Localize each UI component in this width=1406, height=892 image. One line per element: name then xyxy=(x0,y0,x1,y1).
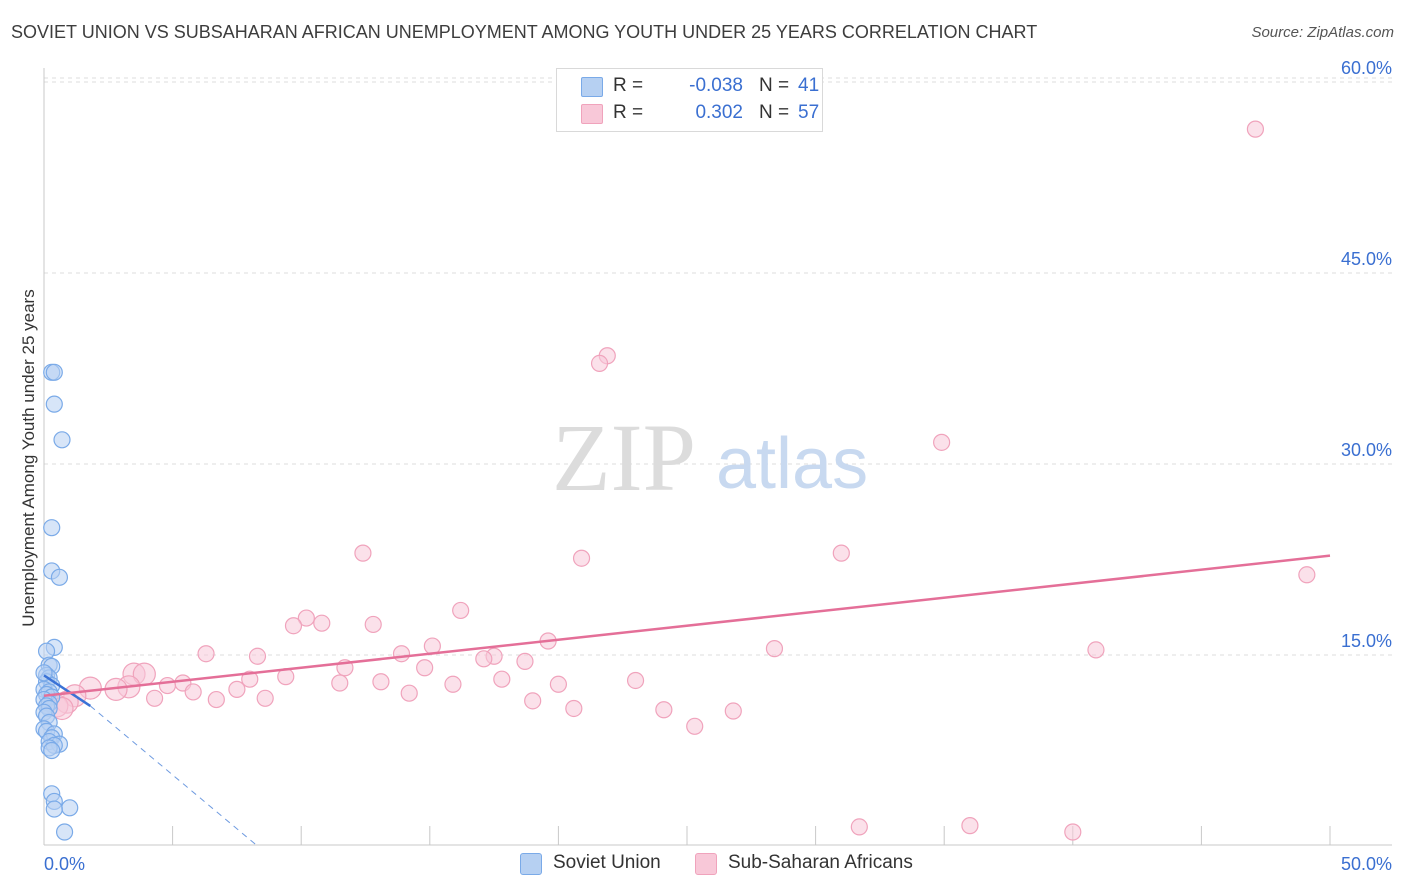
point-sub-saharan-africans-10 xyxy=(284,617,303,635)
point-sub-saharan-africans-28 xyxy=(241,670,259,688)
legend-n-label: N = xyxy=(759,102,790,123)
bottom-legend-swatch-soviet-union xyxy=(520,853,542,875)
point-sub-saharan-africans-22 xyxy=(516,652,534,670)
legend-n-value-sub-saharan-africans: 57 xyxy=(798,102,820,123)
point-sub-saharan-africans-42 xyxy=(400,684,418,702)
series-soviet-union xyxy=(35,363,79,841)
point-sub-saharan-africans-12 xyxy=(364,615,382,634)
tick-labels: 15.0% 30.0% 45.0% 60.0% 0.0% 50.0% xyxy=(44,58,1392,874)
point-sub-saharan-africans-24 xyxy=(416,659,434,677)
point-sub-saharan-africans-44 xyxy=(145,689,164,707)
point-soviet-union-8 xyxy=(37,642,56,660)
legend-n-value-soviet-union: 41 xyxy=(798,75,820,96)
point-sub-saharan-africans-55 xyxy=(850,818,868,836)
point-sub-saharan-africans-31 xyxy=(372,673,390,691)
watermark-atlas: atlas xyxy=(716,424,868,504)
point-sub-saharan-africans-57 xyxy=(1064,823,1082,841)
point-sub-saharan-africans-16 xyxy=(1087,641,1105,659)
point-sub-saharan-africans-17 xyxy=(197,645,215,663)
point-sub-saharan-africans-35 xyxy=(549,675,568,693)
point-sub-saharan-africans-30 xyxy=(626,671,645,690)
point-soviet-union-1 xyxy=(45,363,63,381)
point-sub-saharan-africans-9 xyxy=(297,609,315,627)
point-sub-saharan-africans-47 xyxy=(524,692,542,710)
bottom-legend-swatch-sub-saharan-africans xyxy=(695,853,717,875)
point-soviet-union-39 xyxy=(55,823,74,841)
point-soviet-union-37 xyxy=(61,799,79,817)
x-tick-label-min: 0.0% xyxy=(44,854,85,874)
point-soviet-union-38 xyxy=(45,800,63,818)
point-sub-saharan-africans-7 xyxy=(1298,566,1316,584)
point-sub-saharan-africans-54 xyxy=(686,717,704,735)
point-sub-saharan-africans-52 xyxy=(655,701,673,719)
point-sub-saharan-africans-19 xyxy=(392,645,411,663)
y-tick-label-2: 45.0% xyxy=(1341,249,1392,269)
legend-r-label: R = xyxy=(613,75,644,96)
point-soviet-union-2 xyxy=(45,395,63,413)
bottom-legend-label-soviet-union: Soviet Union xyxy=(553,852,661,873)
legend-r-label: R = xyxy=(613,102,644,123)
point-sub-saharan-africans-29 xyxy=(493,670,511,688)
trend-line-sub-saharan-africans xyxy=(43,554,1331,697)
point-sub-saharan-africans-4 xyxy=(354,544,372,562)
point-sub-saharan-africans-46 xyxy=(256,689,274,707)
point-sub-saharan-africans-2 xyxy=(590,354,609,373)
point-sub-saharan-africans-0 xyxy=(1246,120,1265,138)
legend-r-value-sub-saharan-africans: 0.302 xyxy=(695,102,743,123)
point-sub-saharan-africans-5 xyxy=(572,549,591,567)
trend-lines xyxy=(43,554,1331,847)
legend-swatch-sub-saharan-africans xyxy=(581,104,603,124)
point-sub-saharan-africans-34 xyxy=(444,675,462,693)
watermark-zip: ZIP xyxy=(552,404,696,511)
chart-title: SOVIET UNION VS SUBSAHARAN AFRICAN UNEMP… xyxy=(11,22,1038,42)
point-sub-saharan-africans-21 xyxy=(475,650,493,668)
point-soviet-union-34 xyxy=(43,741,61,760)
legend-swatch-soviet-union xyxy=(581,77,603,97)
point-sub-saharan-africans-45 xyxy=(207,690,225,709)
point-sub-saharan-africans-36 xyxy=(158,676,177,695)
chart-source: Source: ZipAtlas.com xyxy=(1251,24,1394,41)
point-soviet-union-4 xyxy=(43,519,61,537)
legend-n-label: N = xyxy=(759,75,790,96)
bottom-legend-label-sub-saharan-africans: Sub-Saharan Africans xyxy=(728,852,913,873)
point-sub-saharan-africans-6 xyxy=(832,544,850,562)
y-tick-label-3: 60.0% xyxy=(1341,58,1392,78)
point-sub-saharan-africans-53 xyxy=(724,702,742,720)
legend-r-value-soviet-union: -0.038 xyxy=(689,75,743,96)
watermark: ZIP atlas xyxy=(552,404,868,511)
point-sub-saharan-africans-56 xyxy=(961,817,979,835)
point-sub-saharan-africans-32 xyxy=(331,674,349,692)
trend-line-soviet-union xyxy=(43,674,91,707)
point-soviet-union-3 xyxy=(53,431,71,449)
trend-line-soviet-union-extension xyxy=(89,705,258,847)
point-sub-saharan-africans-18 xyxy=(248,647,267,665)
point-sub-saharan-africans-15 xyxy=(765,640,784,658)
x-tick-label-max: 50.0% xyxy=(1341,854,1392,874)
correlation-legend: R = -0.038 N = 41 R = 0.302 N = 57 xyxy=(556,68,823,132)
point-sub-saharan-africans-11 xyxy=(313,614,331,632)
point-sub-saharan-africans-41 xyxy=(184,683,202,701)
y-tick-label-0: 15.0% xyxy=(1341,631,1392,651)
y-tick-label-1: 30.0% xyxy=(1341,440,1392,460)
gridlines xyxy=(44,77,1392,656)
point-sub-saharan-africans-51 xyxy=(565,699,583,718)
point-soviet-union-6 xyxy=(50,568,69,586)
point-sub-saharan-africans-40 xyxy=(228,680,246,698)
point-sub-saharan-africans-8 xyxy=(452,601,470,620)
point-sub-saharan-africans-3 xyxy=(933,433,951,451)
